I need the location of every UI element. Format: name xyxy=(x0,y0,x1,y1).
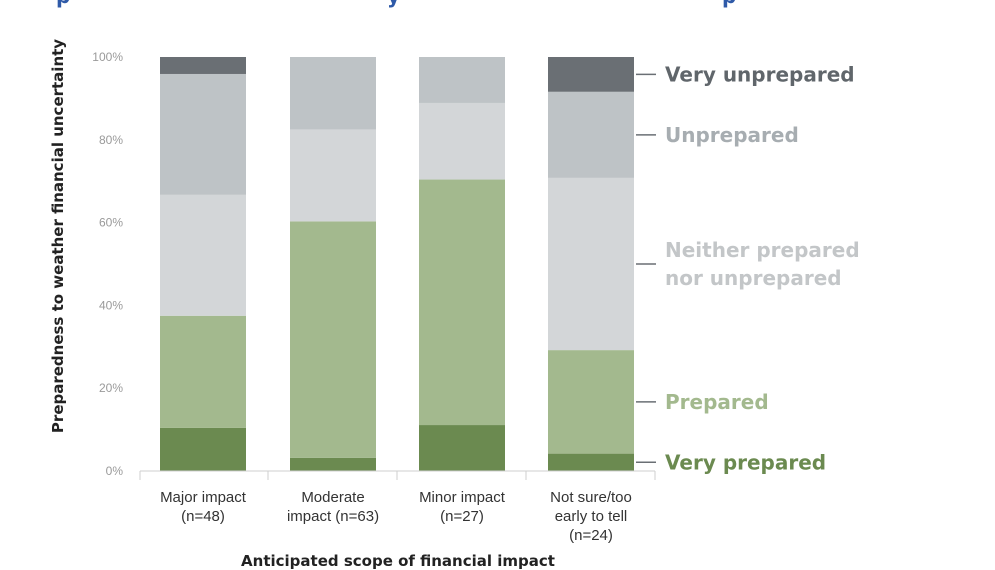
category-label: Not sure/too xyxy=(550,489,632,506)
bar-segment xyxy=(419,179,505,426)
legend-label: nor unprepared xyxy=(665,266,842,290)
bar-segment xyxy=(548,453,634,471)
y-axis-title: Preparedness to weather financial uncert… xyxy=(49,39,67,433)
bar-segment xyxy=(160,57,246,74)
category-label: Minor impact xyxy=(419,489,506,506)
bar-segment xyxy=(548,57,634,92)
bar-segment xyxy=(160,194,246,316)
bar-segment xyxy=(290,221,376,458)
y-tick-label: 100% xyxy=(92,50,123,64)
legend-label: Very prepared xyxy=(665,450,826,474)
category-label: (n=27) xyxy=(440,508,484,525)
bar-segment xyxy=(160,315,246,428)
bar-segment xyxy=(419,57,505,103)
title-fragment: p xyxy=(56,0,70,8)
y-tick-label: 0% xyxy=(106,464,124,478)
x-axis-title: Anticipated scope of financial impact xyxy=(241,552,555,570)
category-label: Moderate xyxy=(301,489,364,506)
title-fragments: pyp xyxy=(56,0,736,8)
y-tick-label: 60% xyxy=(99,216,123,230)
bar-segment xyxy=(548,177,634,351)
category-label: impact (n=63) xyxy=(287,508,379,525)
bar-segment xyxy=(160,427,246,471)
legend-label: Unprepared xyxy=(665,123,799,147)
x-axis-ticks xyxy=(139,471,656,480)
category-label: (n=24) xyxy=(569,527,613,544)
bar-segment xyxy=(160,73,246,195)
title-fragment: p xyxy=(722,0,736,8)
category-label: early to tell xyxy=(555,508,628,525)
legend-label: Neither prepared xyxy=(665,238,860,262)
category-label: Major impact xyxy=(160,489,247,506)
legend-label: Prepared xyxy=(665,390,769,414)
bar-segment xyxy=(290,457,376,471)
bar-segment xyxy=(548,350,634,454)
bar-segment xyxy=(419,425,505,471)
category-label: (n=48) xyxy=(181,508,225,525)
bar-segment xyxy=(419,102,505,180)
bar-segment xyxy=(548,91,634,178)
bar-segment xyxy=(290,57,376,130)
y-tick-label: 80% xyxy=(99,133,123,147)
bars xyxy=(160,57,634,471)
y-axis-ticks: 0% 20% 40% 60% 80% 100% xyxy=(92,50,123,478)
legend-label: Very unprepared xyxy=(665,62,855,86)
bar-segment xyxy=(290,129,376,222)
category-labels: Major impact (n=48) Moderate impact (n=63) M… xyxy=(160,489,632,544)
y-tick-label: 20% xyxy=(99,381,123,395)
y-tick-label: 40% xyxy=(99,298,123,312)
title-fragment: y xyxy=(387,0,400,8)
legend: Very prepared Prepared Neither prepared nor… xyxy=(636,62,860,474)
